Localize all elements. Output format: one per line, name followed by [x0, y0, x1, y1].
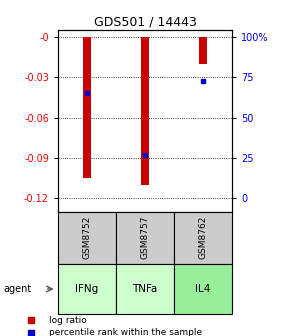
- Text: GDS501 / 14443: GDS501 / 14443: [94, 15, 196, 28]
- Text: IFNg: IFNg: [75, 284, 99, 294]
- Bar: [174, 212, 232, 264]
- Text: agent: agent: [3, 284, 31, 294]
- Bar: [174, 264, 232, 314]
- Bar: [116, 212, 174, 264]
- Bar: [58, 264, 116, 314]
- Bar: [141, 37, 149, 185]
- Text: percentile rank within the sample: percentile rank within the sample: [49, 328, 202, 336]
- Bar: [199, 37, 207, 64]
- Text: TNFa: TNFa: [132, 284, 158, 294]
- Bar: [83, 37, 91, 178]
- Text: log ratio: log ratio: [49, 316, 87, 325]
- Text: IL4: IL4: [195, 284, 211, 294]
- Bar: [58, 212, 116, 264]
- Text: GSM8752: GSM8752: [82, 216, 92, 259]
- Text: GSM8762: GSM8762: [198, 216, 208, 259]
- Bar: [116, 264, 174, 314]
- Text: GSM8757: GSM8757: [140, 216, 150, 259]
